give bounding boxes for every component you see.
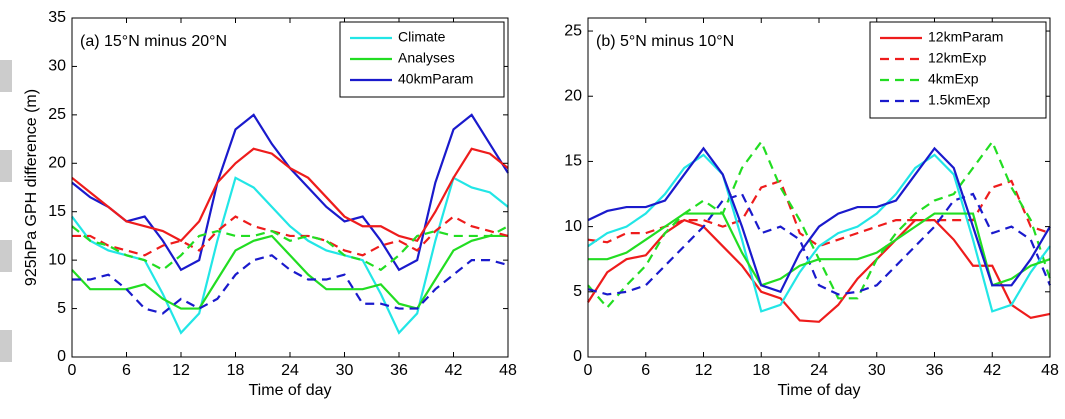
series-line xyxy=(588,212,1051,287)
series-line xyxy=(587,153,1051,313)
edge-decoration xyxy=(0,330,12,362)
series-line xyxy=(587,179,1051,248)
series-line xyxy=(71,147,509,243)
series-line xyxy=(71,225,509,272)
x-tick-label: 48 xyxy=(1041,362,1059,379)
x-tick-label: 6 xyxy=(122,362,131,379)
series-line xyxy=(72,215,509,257)
x-tick-label: 12 xyxy=(695,362,713,379)
x-tick-label: 24 xyxy=(281,362,299,379)
edge-decoration xyxy=(0,240,12,272)
x-tick-label: 6 xyxy=(641,362,650,379)
x-tick-label: 24 xyxy=(810,362,828,379)
x-tick-label: 30 xyxy=(336,362,354,379)
y-tick-label: 10 xyxy=(48,251,66,268)
legend-label: 4kmExp xyxy=(928,71,979,87)
series-line xyxy=(587,192,1052,296)
legend-label: 40kmParam xyxy=(398,71,473,87)
y-tick-label: 5 xyxy=(573,283,582,300)
series-line xyxy=(71,234,508,310)
y-tick-label: 10 xyxy=(564,218,582,235)
y-tick-label: 0 xyxy=(573,348,582,365)
y-tick-label: 25 xyxy=(48,106,66,123)
y-tick-label: 35 xyxy=(48,9,66,26)
x-tick-label: 18 xyxy=(752,362,770,379)
legend-label: 12kmParam xyxy=(928,29,1003,45)
x-tick-label: 0 xyxy=(584,362,593,379)
edge-decoration xyxy=(0,60,12,92)
y-tick-label: 20 xyxy=(48,155,66,172)
series-line xyxy=(587,146,1051,294)
y-tick-label: 15 xyxy=(564,153,582,170)
panel-title: (a) 15°N minus 20°N xyxy=(80,33,227,50)
x-tick-label: 48 xyxy=(499,362,517,379)
legend-label: Analyses xyxy=(398,50,455,66)
x-tick-label: 30 xyxy=(868,362,886,379)
panel-title: (b) 5°N minus 10°N xyxy=(596,33,734,50)
y-tick-label: 30 xyxy=(48,58,66,75)
series-line xyxy=(71,113,509,272)
x-tick-label: 36 xyxy=(926,362,944,379)
edge-decoration xyxy=(0,150,12,182)
y-axis-label: 925hPa GPH difference (m) xyxy=(23,89,40,286)
series-line xyxy=(587,139,1052,310)
y-tick-label: 0 xyxy=(57,348,66,365)
legend-label: Climate xyxy=(398,29,446,45)
legend-label: 12kmExp xyxy=(928,50,987,66)
x-tick-label: 42 xyxy=(983,362,1001,379)
legend-label: 1.5kmExp xyxy=(928,92,990,108)
x-axis-label: Time of day xyxy=(778,382,861,399)
series-line xyxy=(72,254,509,315)
y-tick-label: 5 xyxy=(57,300,66,317)
x-tick-label: 18 xyxy=(227,362,245,379)
x-tick-label: 0 xyxy=(68,362,77,379)
x-tick-label: 36 xyxy=(390,362,408,379)
x-tick-label: 42 xyxy=(445,362,463,379)
y-tick-label: 25 xyxy=(564,22,582,39)
y-tick-label: 15 xyxy=(48,203,66,220)
x-axis-label: Time of day xyxy=(249,382,332,399)
x-tick-label: 12 xyxy=(172,362,190,379)
y-tick-label: 20 xyxy=(564,87,582,104)
